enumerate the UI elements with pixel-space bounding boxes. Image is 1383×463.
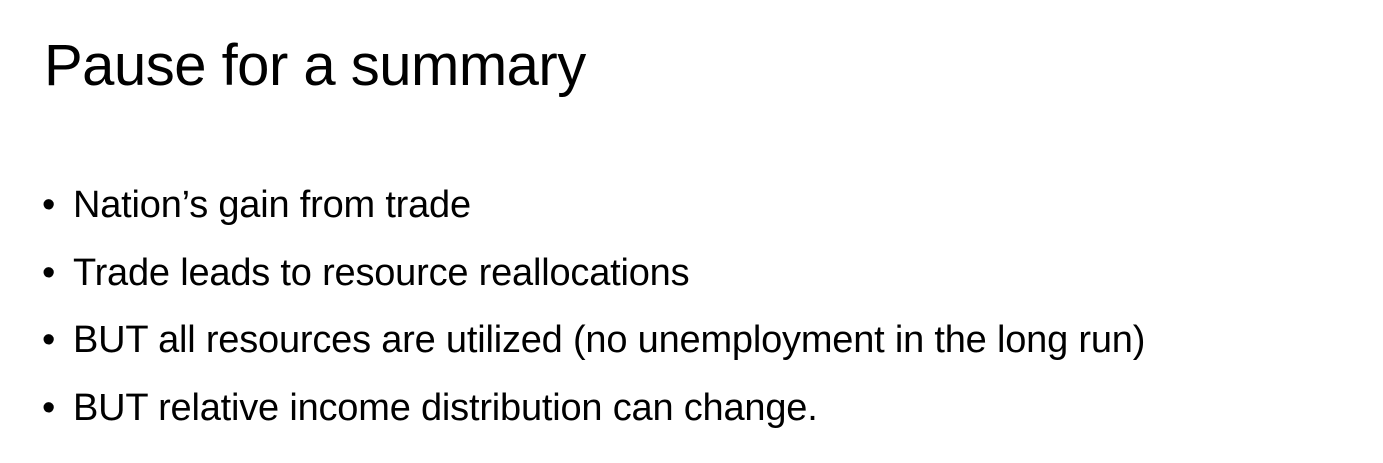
bullet-item: • Trade leads to resource reallocations xyxy=(42,246,1145,314)
bullet-icon: • xyxy=(42,184,56,226)
bullet-text: Trade leads to resource reallocations xyxy=(73,251,690,294)
bullet-icon: • xyxy=(42,319,56,361)
slide-title: Pause for a summary xyxy=(44,33,586,98)
bullet-text: Nation’s gain from trade xyxy=(73,184,471,226)
bullet-item: • Nation’s gain from trade xyxy=(42,178,1145,246)
bullet-icon: • xyxy=(42,386,56,429)
bullet-icon: • xyxy=(42,251,56,294)
bullet-item: • BUT relative income distribution can ch… xyxy=(42,381,1145,449)
bullet-text: BUT all resources are utilized (no unemp… xyxy=(73,319,1146,361)
bullet-list: • Nation’s gain from trade • Trade leads t… xyxy=(42,178,1145,448)
bullet-text: BUT relative income distribution can cha… xyxy=(73,386,818,429)
bullet-item: • BUT all resources are utilized (no unem… xyxy=(42,313,1145,381)
